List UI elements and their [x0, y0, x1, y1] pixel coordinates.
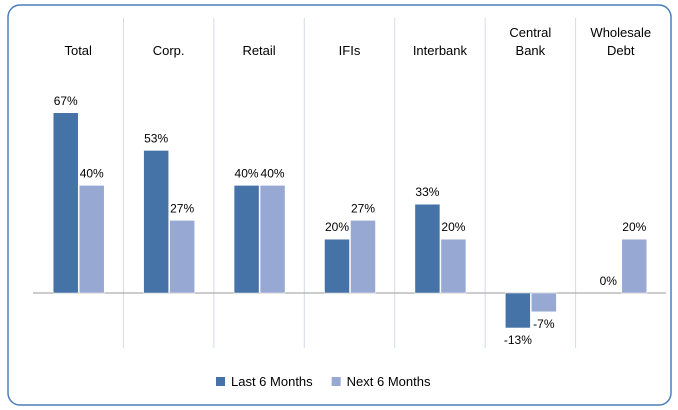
bar	[350, 220, 376, 294]
category-label: Wholesale Debt	[590, 25, 651, 58]
category-label: IFIs	[339, 43, 361, 58]
value-label: 20%	[622, 220, 646, 234]
bar	[414, 203, 441, 294]
legend-label: Last 6 Months	[231, 374, 313, 389]
legend-label: Next 6 Months	[347, 374, 431, 389]
value-label: 20%	[325, 220, 349, 234]
bar	[440, 238, 467, 294]
value-label: 40%	[261, 166, 285, 180]
bar	[324, 238, 350, 294]
value-label: 27%	[170, 201, 194, 215]
value-label: 40%	[235, 166, 259, 180]
category-label: Interbank	[413, 43, 468, 58]
bar	[233, 185, 260, 294]
value-label: 0%	[600, 274, 618, 288]
value-label: 27%	[351, 201, 375, 215]
category-label: Retail	[242, 43, 275, 58]
chart-frame	[7, 4, 672, 406]
bar	[78, 185, 105, 294]
value-label: -13%	[504, 333, 532, 347]
bar	[169, 220, 195, 294]
bar	[259, 185, 286, 294]
value-label: 20%	[441, 220, 465, 234]
value-label: 40%	[80, 166, 104, 180]
category-label: Corp.	[153, 43, 185, 58]
value-label: 53%	[144, 131, 168, 145]
bar	[505, 292, 531, 329]
bar	[143, 150, 169, 294]
value-label: -7%	[533, 317, 555, 331]
legend-swatch	[331, 377, 341, 386]
bar	[621, 238, 648, 294]
category-label: Total	[64, 43, 92, 58]
bar	[52, 112, 79, 294]
value-label: 33%	[415, 185, 439, 199]
bar	[531, 292, 557, 313]
category-label: Central Bank	[509, 25, 551, 58]
value-label: 67%	[54, 94, 78, 108]
legend-swatch	[216, 377, 225, 386]
